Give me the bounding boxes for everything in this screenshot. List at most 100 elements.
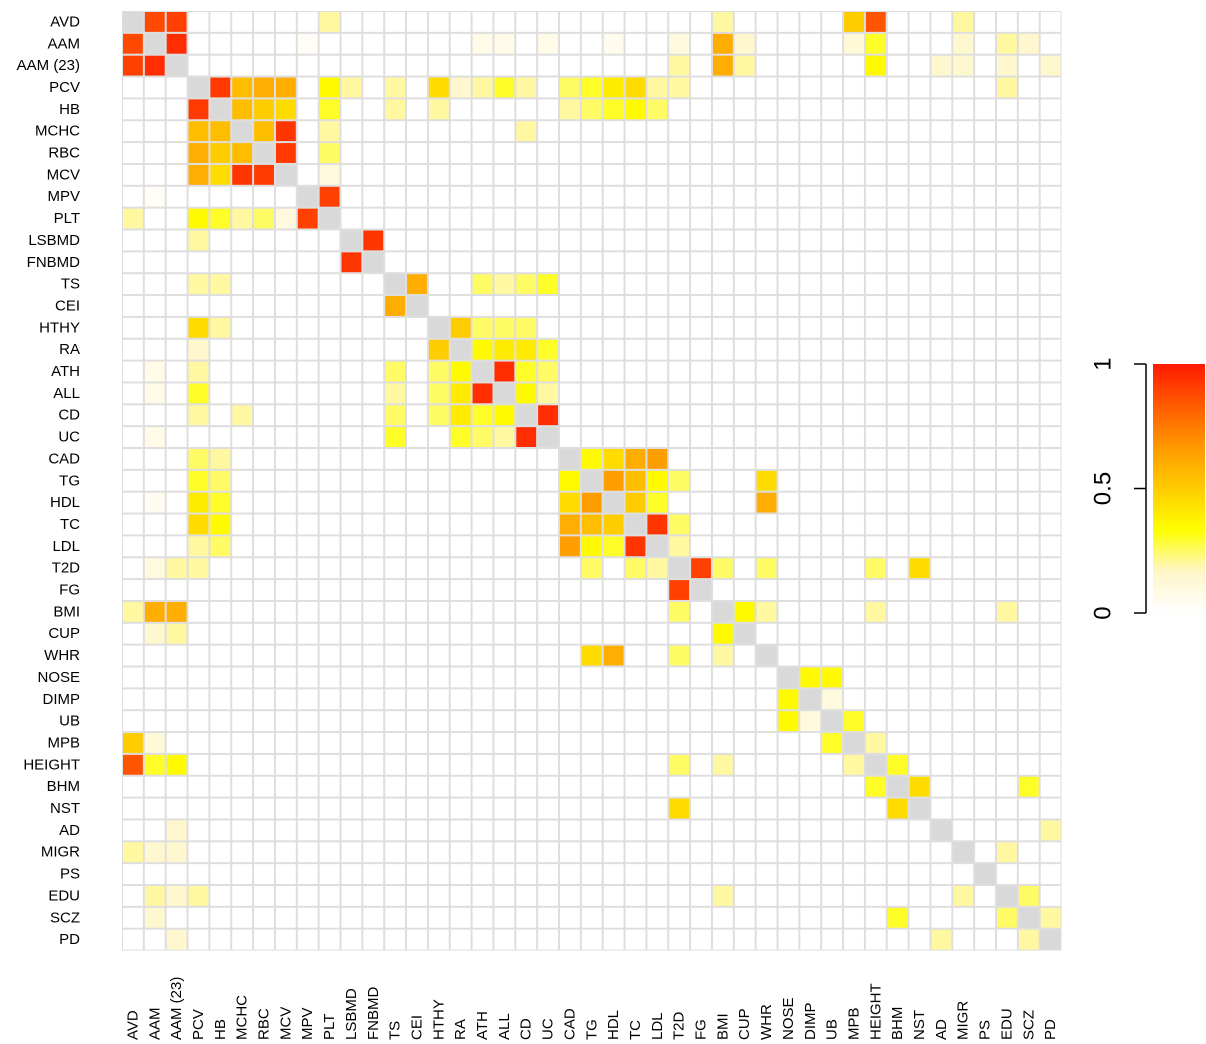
heatmap-cell: [581, 33, 602, 54]
heatmap-cell: [909, 55, 930, 76]
heatmap-cell: [341, 820, 362, 841]
heatmap-cell: [144, 929, 165, 950]
heatmap-cell: [232, 274, 253, 295]
heatmap-cell: [581, 623, 602, 644]
heatmap-cell: [1040, 886, 1061, 906]
heatmap-cell: [625, 492, 646, 513]
heatmap-cell: [909, 427, 930, 447]
heatmap-cell: [407, 492, 427, 513]
row-label: CD: [58, 407, 80, 424]
heatmap-cell: [385, 492, 406, 513]
heatmap-cell: [123, 907, 143, 928]
heatmap-cell: [275, 733, 296, 753]
heatmap-cell: [909, 536, 930, 557]
heatmap-cell-diagonal: [319, 208, 340, 229]
heatmap-cell: [428, 929, 449, 950]
heatmap-cell: [123, 558, 143, 579]
heatmap-cell: [953, 383, 974, 404]
heatmap-cell: [560, 317, 580, 338]
column-label: FNBMD: [365, 987, 382, 1040]
heatmap-cell: [822, 580, 843, 600]
heatmap-cell: [581, 580, 602, 600]
heatmap-cell: [975, 776, 995, 797]
heatmap-cell: [844, 99, 864, 120]
heatmap-cell: [516, 296, 537, 316]
heatmap-cell: [975, 186, 995, 207]
heatmap-cell: [166, 623, 187, 644]
heatmap-cell: [1040, 645, 1061, 666]
heatmap-cell: [931, 536, 952, 557]
heatmap-cell: [428, 252, 449, 273]
heatmap-cell-diagonal: [800, 689, 821, 710]
heatmap-cell: [254, 405, 274, 426]
heatmap-cell: [625, 317, 646, 338]
heatmap-cell: [625, 798, 646, 819]
heatmap-cell: [691, 754, 711, 775]
heatmap-cell: [319, 798, 340, 819]
row-label: MPV: [47, 188, 80, 205]
heatmap-cell: [166, 864, 187, 884]
heatmap-cell: [450, 820, 471, 841]
heatmap-cell: [297, 99, 318, 120]
heatmap-cell: [123, 99, 143, 120]
heatmap-cell: [275, 121, 296, 142]
heatmap-cell: [647, 33, 668, 54]
heatmap-cell: [385, 361, 406, 382]
heatmap-cell: [341, 667, 362, 688]
row-label: MIGR: [41, 844, 80, 861]
heatmap-cell: [953, 252, 974, 273]
heatmap-cell: [275, 252, 296, 273]
heatmap-cell: [144, 754, 165, 775]
heatmap-cell: [931, 886, 952, 906]
heatmap-cell: [472, 186, 493, 207]
heatmap-cell: [319, 689, 340, 710]
heatmap-cell: [822, 558, 843, 579]
heatmap-cell: [953, 645, 974, 666]
heatmap-cell: [472, 864, 493, 884]
heatmap-cell: [778, 842, 799, 863]
heatmap-cell: [953, 798, 974, 819]
heatmap-cell: [691, 798, 711, 819]
heatmap-cell: [538, 77, 558, 98]
heatmap-cell: [734, 580, 755, 600]
heatmap-cell: [188, 164, 209, 185]
heatmap-cell: [385, 514, 406, 535]
heatmap-cell: [319, 754, 340, 775]
heatmap-cell: [144, 514, 165, 535]
heatmap-cell: [691, 820, 711, 841]
heatmap-cell: [210, 733, 231, 753]
heatmap-cell: [319, 536, 340, 557]
heatmap-cell: [778, 405, 799, 426]
heatmap-cell: [931, 689, 952, 710]
heatmap-cell: [800, 842, 821, 863]
heatmap-cell: [844, 77, 864, 98]
heatmap-cell: [210, 864, 231, 884]
heatmap-cell: [603, 121, 624, 142]
heatmap-cell: [297, 164, 318, 185]
heatmap-cell: [909, 907, 930, 928]
heatmap-cell: [210, 361, 231, 382]
heatmap-cell: [319, 427, 340, 447]
heatmap-cell-diagonal: [625, 514, 646, 535]
heatmap-cell: [865, 230, 886, 251]
heatmap-cell: [210, 470, 231, 491]
heatmap-cell: [297, 77, 318, 98]
heatmap-cell: [450, 33, 471, 54]
heatmap-cell: [210, 12, 231, 32]
heatmap-cell: [691, 361, 711, 382]
heatmap-cell: [997, 623, 1017, 644]
heatmap-cell: [123, 580, 143, 600]
heatmap-cell: [363, 55, 384, 76]
heatmap-cell: [560, 514, 580, 535]
heatmap-cell: [275, 427, 296, 447]
heatmap-cell: [691, 907, 711, 928]
heatmap-cell: [319, 907, 340, 928]
heatmap-cell: [669, 274, 690, 295]
heatmap-cell: [734, 929, 755, 950]
heatmap-cell: [385, 842, 406, 863]
heatmap-cell-diagonal: [516, 405, 537, 426]
heatmap-cell: [188, 143, 209, 163]
heatmap-cell: [997, 99, 1017, 120]
heatmap-cell: [188, 754, 209, 775]
heatmap-cell: [341, 405, 362, 426]
